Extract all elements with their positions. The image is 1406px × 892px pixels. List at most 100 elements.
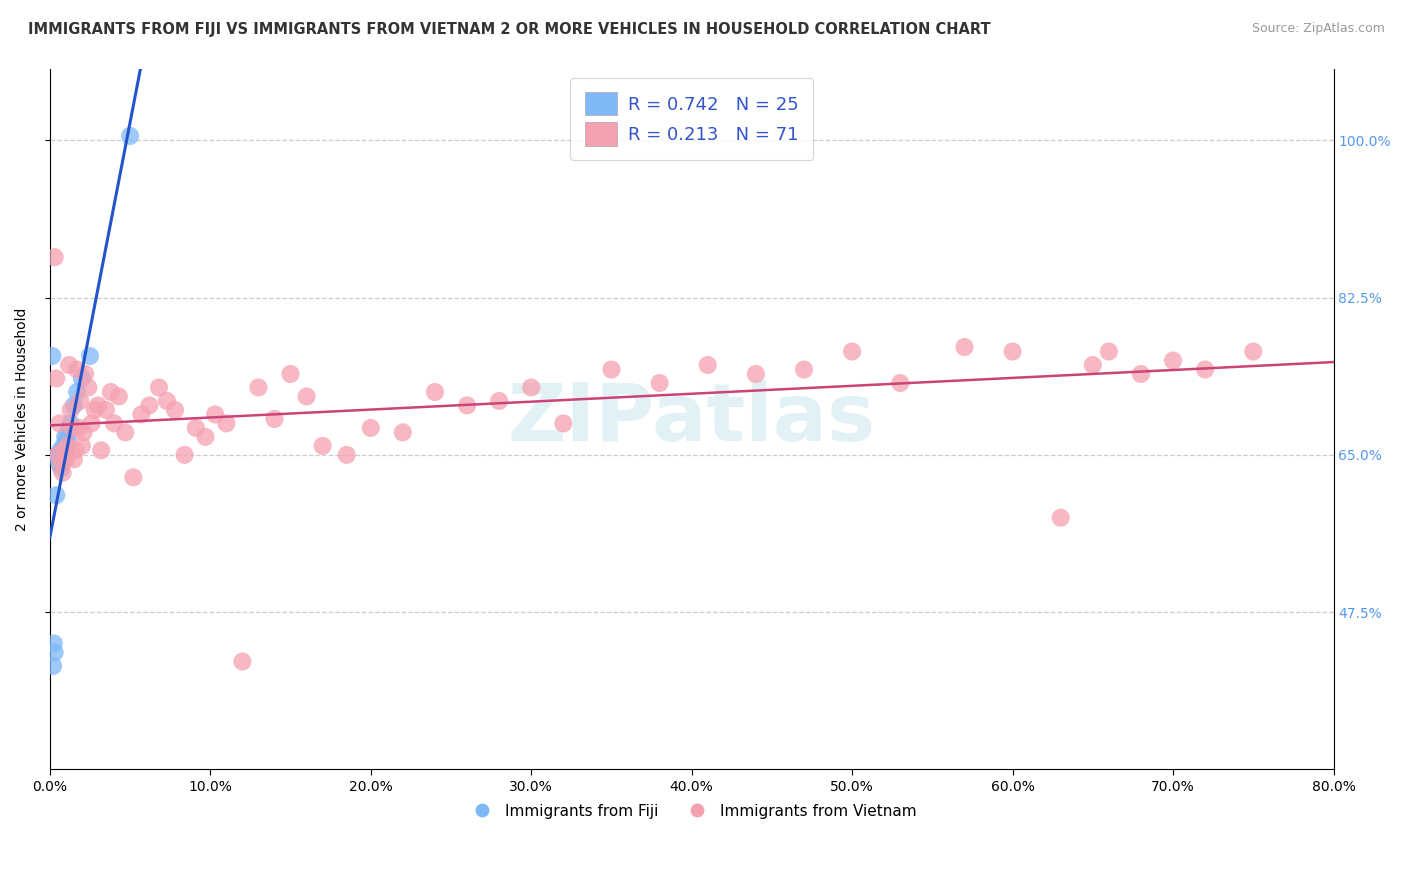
Point — [55, 452, 77, 467]
Point — [648, 376, 671, 390]
Point — [41, 349, 63, 363]
Point — [841, 344, 863, 359]
Point — [49, 461, 72, 475]
Point — [53, 443, 76, 458]
Point — [69, 393, 91, 408]
Point — [66, 384, 89, 399]
Point — [103, 417, 125, 431]
Point — [70, 439, 93, 453]
Point — [58, 358, 80, 372]
Point — [48, 452, 70, 467]
Point — [46, 448, 69, 462]
Point — [360, 421, 382, 435]
Point — [1161, 353, 1184, 368]
Point — [51, 448, 73, 462]
Point — [311, 439, 333, 453]
Point — [63, 452, 86, 467]
Point — [77, 380, 100, 394]
Point — [553, 417, 575, 431]
Point — [1098, 344, 1121, 359]
Point — [156, 393, 179, 408]
Text: IMMIGRANTS FROM FIJI VS IMMIGRANTS FROM VIETNAM 2 OR MORE VEHICLES IN HOUSEHOLD : IMMIGRANTS FROM FIJI VS IMMIGRANTS FROM … — [28, 22, 991, 37]
Point — [70, 371, 93, 385]
Text: Source: ZipAtlas.com: Source: ZipAtlas.com — [1251, 22, 1385, 36]
Point — [49, 457, 72, 471]
Point — [184, 421, 207, 435]
Point — [1001, 344, 1024, 359]
Point — [53, 443, 76, 458]
Point — [247, 380, 270, 394]
Point — [120, 128, 142, 143]
Point — [1241, 344, 1264, 359]
Point — [45, 371, 67, 385]
Point — [55, 443, 77, 458]
Point — [148, 380, 170, 394]
Point — [72, 425, 94, 440]
Point — [48, 417, 70, 431]
Point — [163, 403, 186, 417]
Point — [45, 488, 67, 502]
Point — [745, 367, 768, 381]
Point — [80, 417, 103, 431]
Point — [129, 408, 152, 422]
Point — [56, 439, 79, 453]
Point — [63, 399, 86, 413]
Legend: Immigrants from Fiji, Immigrants from Vietnam: Immigrants from Fiji, Immigrants from Vi… — [461, 797, 922, 825]
Point — [46, 448, 69, 462]
Point — [59, 403, 82, 417]
Point — [423, 384, 446, 399]
Point — [52, 439, 75, 453]
Point — [44, 250, 66, 264]
Point — [87, 399, 110, 413]
Point — [1194, 362, 1216, 376]
Point — [263, 412, 285, 426]
Point — [215, 417, 238, 431]
Point — [52, 466, 75, 480]
Point — [60, 421, 83, 435]
Point — [48, 457, 70, 471]
Point — [49, 443, 72, 458]
Point — [52, 452, 75, 467]
Point — [66, 362, 89, 376]
Point — [58, 421, 80, 435]
Point — [55, 434, 77, 449]
Point — [65, 443, 87, 458]
Point — [114, 425, 136, 440]
Point — [793, 362, 815, 376]
Point — [295, 389, 318, 403]
Point — [67, 421, 90, 435]
Point — [336, 448, 359, 462]
Point — [90, 443, 112, 458]
Point — [456, 399, 478, 413]
Point — [79, 349, 101, 363]
Point — [122, 470, 145, 484]
Point — [280, 367, 302, 381]
Point — [100, 384, 122, 399]
Point — [83, 403, 105, 417]
Point — [204, 408, 226, 422]
Point — [138, 399, 160, 413]
Point — [520, 380, 543, 394]
Point — [889, 376, 911, 390]
Point — [42, 659, 65, 673]
Point — [1081, 358, 1104, 372]
Point — [194, 430, 217, 444]
Point — [44, 646, 66, 660]
Point — [600, 362, 623, 376]
Point — [173, 448, 195, 462]
Point — [53, 430, 76, 444]
Point — [953, 340, 976, 354]
Text: ZIPatlas: ZIPatlas — [508, 380, 876, 458]
Point — [94, 403, 117, 417]
Point — [231, 655, 253, 669]
Point — [75, 367, 97, 381]
Point — [56, 430, 79, 444]
Point — [42, 636, 65, 650]
Point — [488, 393, 510, 408]
Point — [59, 417, 82, 431]
Point — [392, 425, 415, 440]
Point — [108, 389, 131, 403]
Point — [1129, 367, 1152, 381]
Point — [1049, 510, 1071, 524]
Y-axis label: 2 or more Vehicles in Household: 2 or more Vehicles in Household — [15, 307, 30, 531]
